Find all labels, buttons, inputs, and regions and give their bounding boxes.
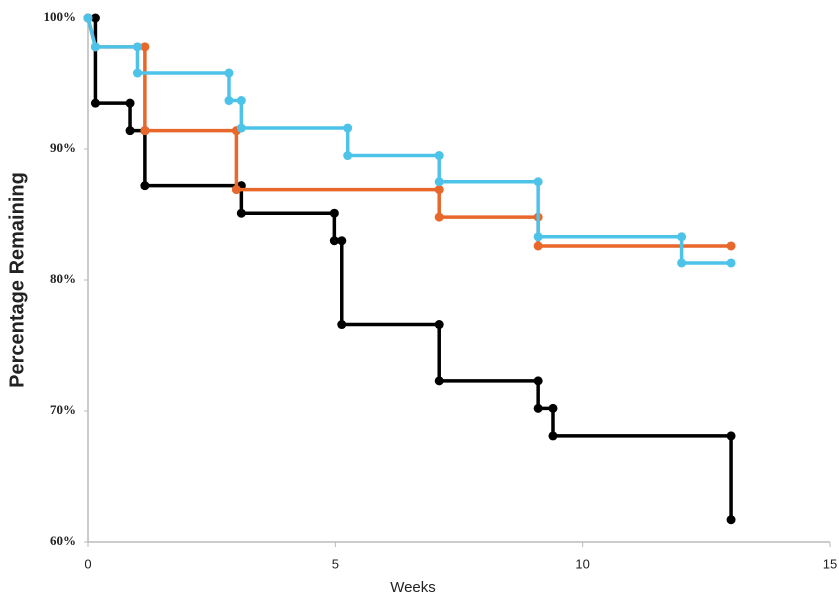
point xyxy=(726,431,736,441)
y-tick-label: 60% xyxy=(50,533,76,548)
point xyxy=(90,13,100,23)
point xyxy=(224,68,234,78)
point xyxy=(548,403,558,413)
point xyxy=(231,185,241,195)
x-tick-label: 5 xyxy=(332,556,339,571)
series-line xyxy=(86,17,732,265)
point xyxy=(236,123,246,133)
point xyxy=(125,126,135,136)
point xyxy=(434,185,444,195)
point xyxy=(343,123,353,133)
point xyxy=(90,42,100,52)
point xyxy=(533,241,543,251)
point xyxy=(726,241,736,251)
y-tick-label: 70% xyxy=(50,402,76,417)
point xyxy=(434,320,444,330)
series-line xyxy=(88,16,733,520)
point xyxy=(140,42,150,52)
point xyxy=(726,515,736,525)
point xyxy=(236,96,246,106)
y-tick-label: 90% xyxy=(50,140,76,155)
x-tick-label: 0 xyxy=(84,556,91,571)
point xyxy=(140,126,150,136)
point xyxy=(343,151,353,161)
point xyxy=(533,232,543,242)
point xyxy=(337,236,347,246)
point xyxy=(132,68,142,78)
point xyxy=(224,96,234,106)
point xyxy=(677,232,687,242)
point xyxy=(677,258,687,268)
point xyxy=(548,431,558,441)
point xyxy=(337,320,347,330)
x-tick-label: 10 xyxy=(575,556,589,571)
point xyxy=(236,208,246,218)
point xyxy=(329,208,339,218)
x-axis-label: Weeks xyxy=(390,579,436,596)
point xyxy=(533,177,543,187)
point xyxy=(132,42,142,52)
point xyxy=(726,258,736,268)
point xyxy=(140,181,150,191)
point xyxy=(329,236,339,246)
point xyxy=(434,177,444,187)
series-line xyxy=(86,17,732,248)
point xyxy=(533,376,543,386)
y-tick-label: 100% xyxy=(44,9,77,24)
point xyxy=(83,13,93,23)
point xyxy=(125,98,135,108)
point xyxy=(434,376,444,386)
point xyxy=(533,403,543,413)
y-tick-label: 80% xyxy=(50,271,76,286)
point xyxy=(434,212,444,222)
x-tick-label: 15 xyxy=(823,556,837,571)
y-axis-label: Percentage Remaining xyxy=(6,172,28,388)
point xyxy=(434,151,444,161)
point xyxy=(90,98,100,108)
